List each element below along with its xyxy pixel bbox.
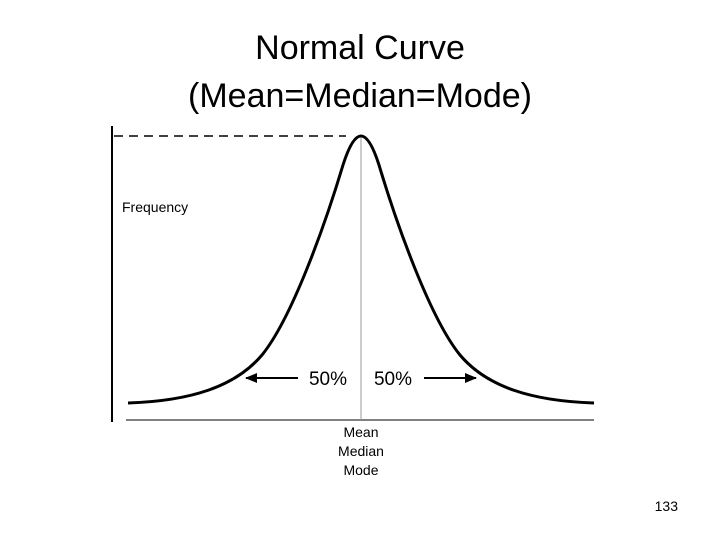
- center-label-median: Median: [338, 443, 384, 459]
- title-line-2: (Mean=Median=Mode): [188, 77, 532, 115]
- center-label-mode: Mode: [343, 462, 378, 478]
- y-axis-label: Frequency: [122, 199, 188, 215]
- bell-curve: [127, 134, 595, 405]
- left-share-label: 50%: [309, 369, 347, 390]
- page-number: 133: [654, 498, 678, 514]
- slide-title: Normal Curve (Mean=Median=Mode): [0, 24, 720, 120]
- center-label-mean: Mean: [343, 424, 378, 440]
- right-share-label: 50%: [374, 369, 412, 390]
- title-line-1: Normal Curve: [255, 29, 465, 67]
